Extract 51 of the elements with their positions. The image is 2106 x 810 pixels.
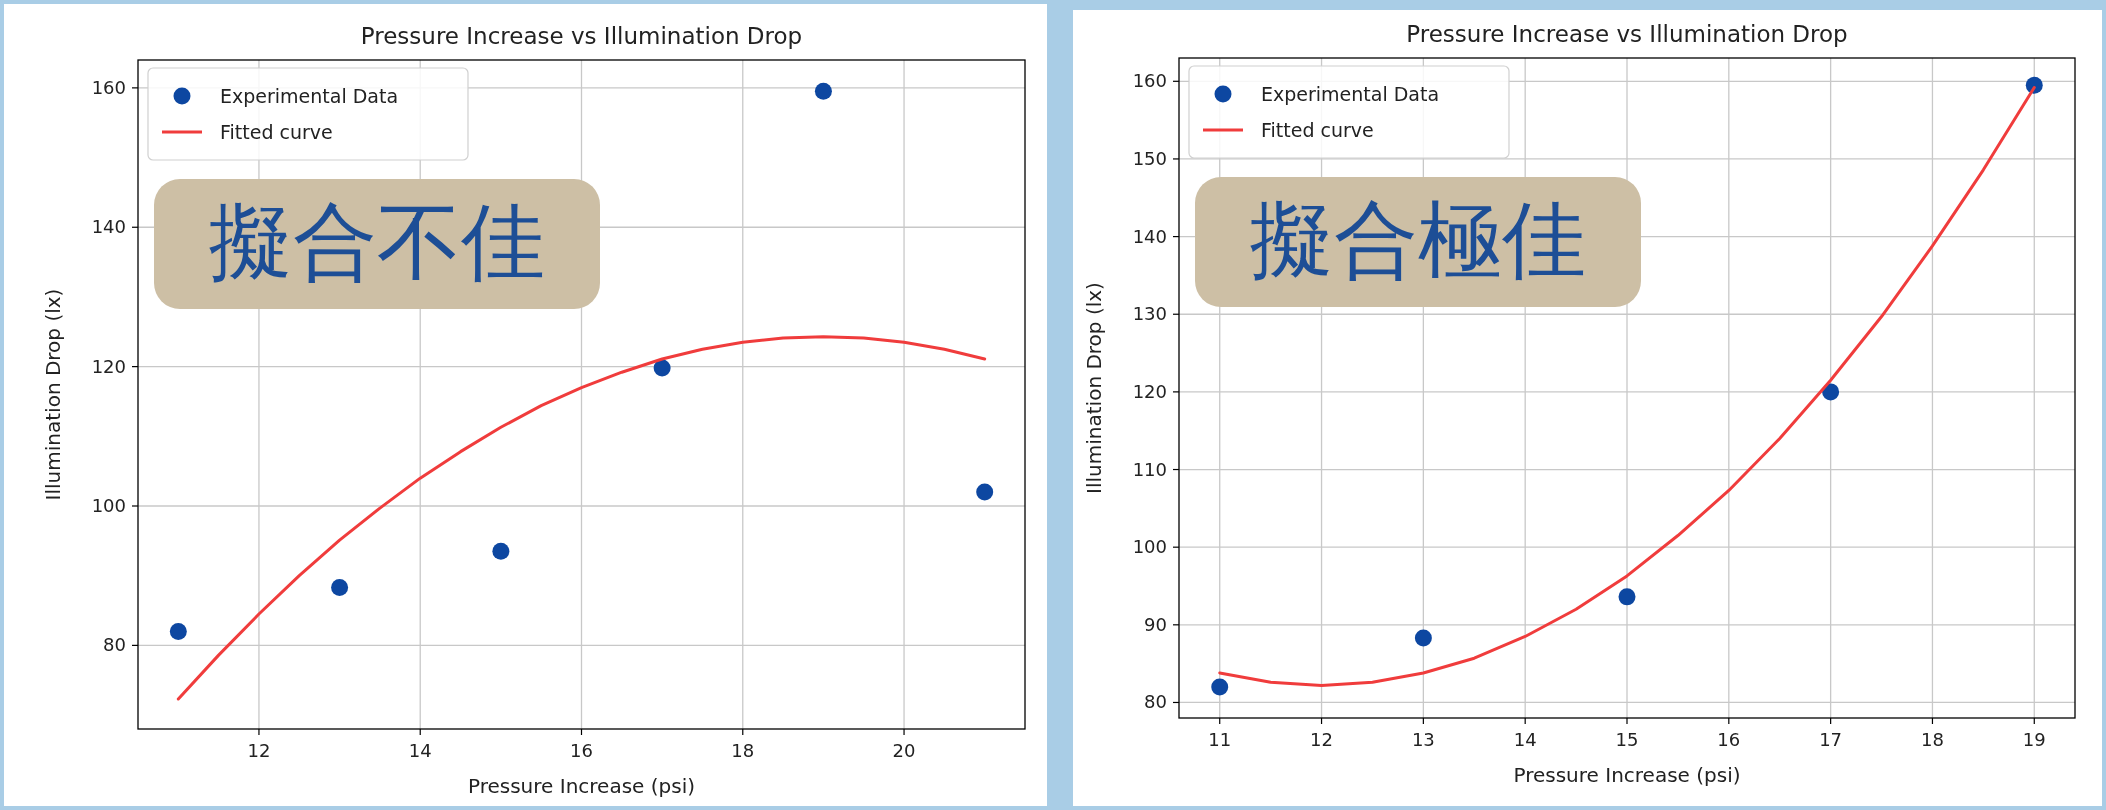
point [1211,678,1229,696]
annotation: 擬合極佳 [1250,191,1586,289]
legend-label: Experimental Data [220,85,399,107]
chart-title: Pressure Increase vs Illumination Drop [360,23,803,49]
point [169,622,187,640]
x-tick-label: 17 [1819,729,1843,750]
x-tick-label: 18 [1921,729,1944,750]
x-tick-label: 12 [247,740,271,761]
legend-label: Fitted curve [220,121,333,143]
y-tick-label: 120 [1132,380,1167,402]
x-tick-label: 14 [408,740,432,761]
y-tick-label: 100 [91,495,126,516]
x-tick-label: 11 [1208,729,1232,750]
y-tick-label: 150 [1132,147,1167,169]
point [814,82,832,100]
annotation: 擬合不佳 [209,193,545,291]
legend-label: Fitted curve [1261,119,1374,141]
point [331,579,349,597]
point [1414,629,1432,647]
x-tick-label: 13 [1411,729,1435,750]
y-tick-label: 120 [91,355,126,377]
x-tick-label: 15 [1615,729,1639,750]
line-series [176,335,987,701]
x-tick-label: 18 [731,740,755,761]
y-tick-label: 80 [103,634,126,656]
x-tick-label: 16 [1717,729,1741,750]
x-tick-label: 12 [1310,729,1333,750]
x-tick-label: 20 [892,740,916,761]
point [1618,588,1636,606]
y-tick-label: 140 [91,216,126,238]
y-tick-label: 130 [1132,303,1167,325]
point [976,483,994,501]
y-tick-label: 110 [1132,458,1167,480]
x-axis-title: Pressure Increase (psi) [467,774,696,798]
x-tick-label: 19 [2022,729,2046,750]
y-tick-label: 160 [1132,70,1167,92]
y-tick-label: 140 [1132,225,1167,247]
point [1822,383,1840,401]
y-axis-title: Illumination Drop (lx) [1082,282,1106,494]
y-axis-title: Illumination Drop (lx) [41,288,65,501]
y-tick-label: 90 [1144,613,1167,635]
legend-label: Experimental Data [1261,83,1440,105]
x-tick-label: 14 [1513,729,1537,750]
x-tick-label: 16 [570,740,593,761]
y-tick-label: 160 [91,76,126,98]
x-axis-title: Pressure Increase (psi) [1513,763,1741,787]
point [492,542,510,560]
y-tick-label: 80 [1144,691,1167,713]
point [653,359,671,377]
chart-title: Pressure Increase vs Illumination Drop [1406,21,1848,47]
y-tick-label: 100 [1132,536,1167,558]
